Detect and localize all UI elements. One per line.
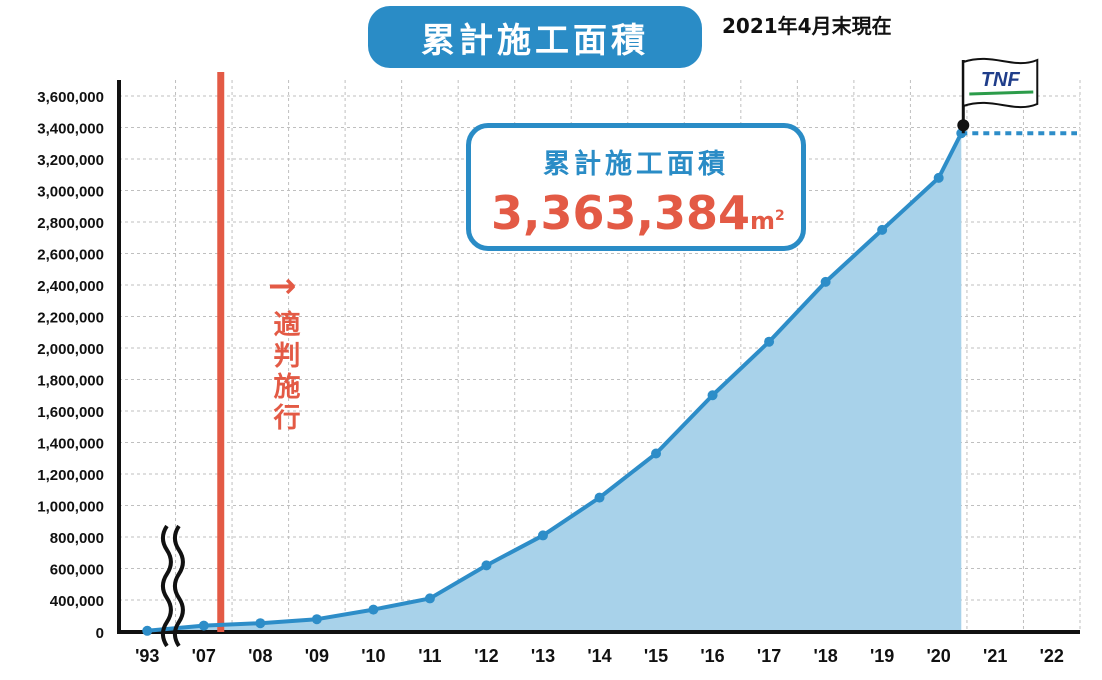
x-tick-label: '09 <box>305 646 329 666</box>
data-point <box>311 614 322 625</box>
law-char: 判 <box>273 341 301 372</box>
data-point <box>933 172 944 183</box>
y-tick-label: 1,400,000 <box>37 436 104 453</box>
x-tick-label: '22 <box>1040 646 1064 666</box>
y-tick-label: 3,200,000 <box>37 152 104 169</box>
axis-break-icon <box>172 524 185 648</box>
total-callout: 累計施工面積 3,363,384m2 <box>466 123 806 251</box>
data-point <box>651 448 662 459</box>
law-annotation: 適 判 施 行 <box>272 310 302 434</box>
page-title: 累計施工面積 <box>368 6 702 68</box>
y-tick-label: 400,000 <box>50 593 104 610</box>
series-polyline <box>147 132 964 633</box>
data-point <box>764 336 775 347</box>
data-point <box>594 492 605 503</box>
data-point <box>481 560 492 571</box>
axes <box>117 80 1080 634</box>
data-point <box>424 593 435 604</box>
data-points <box>142 128 967 636</box>
x-tick-labels: '93 '07 '08 '09 '10 '11 '12 '13 '14 '15 '16 '17 '18 '… <box>135 646 1064 666</box>
y-tick-label: 1,200,000 <box>37 467 104 484</box>
flag-logo: TNF <box>981 69 1021 91</box>
chart-extras: TNF <box>160 57 1077 648</box>
total-unit: m2 <box>750 207 785 235</box>
data-point <box>537 530 548 541</box>
total-label: 累計施工面積 <box>543 149 729 180</box>
flag-stripe <box>969 90 1034 96</box>
law-char: 適 <box>273 310 301 341</box>
total-number: 3,363,384 <box>491 186 750 240</box>
data-point <box>820 276 831 287</box>
y-tick-label: 1,800,000 <box>37 373 104 390</box>
law-char: 施 <box>273 372 301 403</box>
y-tick-label: 1,000,000 <box>37 499 104 516</box>
y-tick-label: 2,600,000 <box>37 247 104 264</box>
x-tick-label: '11 <box>418 646 441 666</box>
y-tick-label: 3,600,000 <box>37 89 104 106</box>
y-tick-label: 2,800,000 <box>37 215 104 232</box>
data-point <box>368 604 379 615</box>
data-point <box>142 625 153 636</box>
x-tick-label: '15 <box>644 646 668 666</box>
x-tick-label: '18 <box>813 646 837 666</box>
x-tick-label: '13 <box>531 646 555 666</box>
y-tick-label: 0 <box>96 625 104 642</box>
y-tick-label: 2,000,000 <box>37 341 104 358</box>
x-tick-label: '14 <box>587 646 611 666</box>
x-tick-label: '08 <box>248 646 272 666</box>
data-point <box>255 618 266 629</box>
law-char: 行 <box>273 403 301 434</box>
law-arrow-icon: → <box>268 266 297 306</box>
data-point <box>707 390 718 401</box>
y-tick-label: 3,000,000 <box>37 184 104 201</box>
y-tick-label: 800,000 <box>50 530 104 547</box>
x-tick-label: '21 <box>983 646 1007 666</box>
flag-base <box>957 119 970 132</box>
y-tick-label: 1,600,000 <box>37 404 104 421</box>
x-tick-label: '20 <box>927 646 951 666</box>
area-layer <box>147 133 962 632</box>
x-tick-label: '10 <box>361 646 385 666</box>
y-tick-label: 2,400,000 <box>37 278 104 295</box>
x-tick-label: '07 <box>192 646 216 666</box>
x-tick-label: '93 <box>135 646 159 666</box>
data-point <box>198 620 209 631</box>
x-tick-label: '19 <box>870 646 894 666</box>
x-tick-label: '17 <box>757 646 781 666</box>
data-point <box>877 224 888 235</box>
x-tick-label: '16 <box>700 646 724 666</box>
y-tick-label: 600,000 <box>50 562 104 579</box>
y-tick-label: 2,200,000 <box>37 310 104 327</box>
area-fill <box>147 133 962 632</box>
series-line <box>147 132 964 633</box>
axis-break-icon <box>160 524 173 648</box>
y-tick-labels: 0 400,000 600,000 800,000 1,000,000 1,200,000… <box>37 89 104 642</box>
as-of-date: 2021年4月末現在 <box>722 14 892 38</box>
y-tick-label: 3,400,000 <box>37 121 104 138</box>
total-value: 3,363,384m2 <box>491 186 785 240</box>
x-tick-label: '12 <box>474 646 498 666</box>
